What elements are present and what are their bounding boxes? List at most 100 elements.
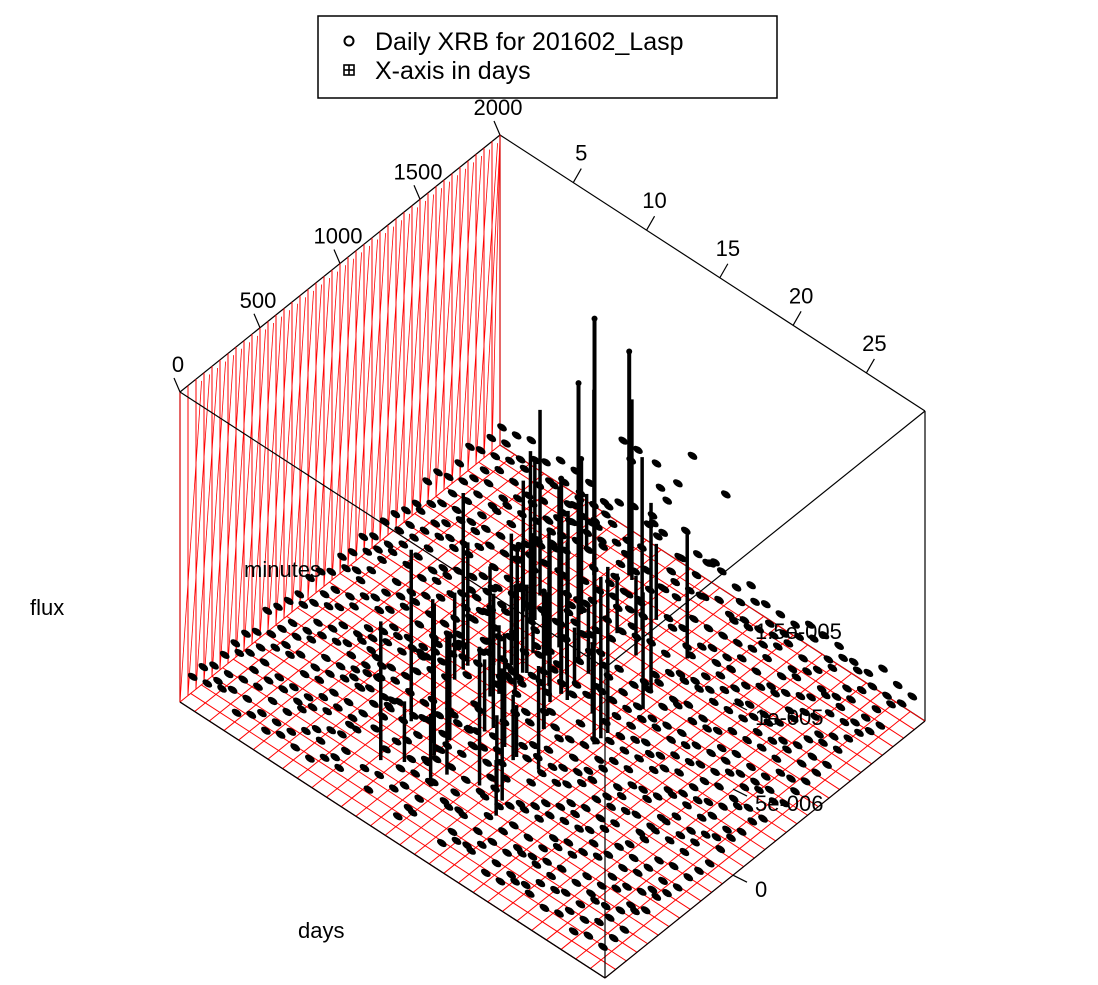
data-point (453, 566, 463, 575)
data-point (550, 723, 560, 732)
data-point (686, 826, 696, 835)
data-point (724, 768, 735, 777)
data-point (273, 602, 283, 611)
data-point (480, 868, 491, 878)
data-point (735, 597, 746, 607)
data-point (535, 878, 546, 888)
data-point (710, 767, 720, 777)
data-point (819, 631, 830, 640)
data-point (664, 668, 675, 678)
data-point (618, 863, 628, 873)
y-tick-label: 1500 (394, 159, 443, 184)
data-point (572, 767, 583, 777)
data-point (468, 742, 479, 751)
data-point (358, 532, 369, 542)
data-point (305, 754, 315, 763)
wall-hatch-line (387, 213, 410, 535)
data-point (462, 671, 473, 680)
data-point (598, 542, 609, 551)
data-point (640, 906, 651, 915)
data-point (578, 847, 588, 857)
data-point (501, 439, 511, 448)
data-point (471, 593, 482, 602)
data-point (820, 691, 831, 700)
data-point (531, 860, 542, 869)
data-point (854, 728, 864, 737)
wall-hatch-line (355, 239, 378, 561)
wall-hatch-line (491, 141, 501, 452)
x-tick-mark (719, 263, 729, 279)
data-point (435, 593, 446, 602)
data-point (526, 436, 537, 445)
data-point (774, 718, 784, 727)
data-point (302, 626, 313, 635)
wall-hatch-line (187, 374, 210, 696)
data-point (746, 762, 756, 772)
wall-hatch-line (243, 329, 266, 651)
data-point (662, 496, 673, 505)
data-point (571, 878, 582, 887)
wall-hatch-line (411, 194, 434, 516)
wall-hatch-line (251, 323, 274, 645)
data-point (331, 637, 342, 646)
data-point (760, 772, 771, 781)
data-point (667, 623, 678, 632)
data-point (370, 593, 381, 602)
data-point (875, 721, 886, 730)
data-point (491, 859, 502, 868)
data-point (568, 927, 579, 936)
data-point (307, 703, 318, 712)
data-point (568, 753, 579, 762)
data-point (759, 710, 770, 719)
data-point (616, 791, 627, 801)
data-point (430, 519, 441, 528)
data-point (395, 592, 406, 601)
data-point (409, 533, 419, 542)
data-point (597, 536, 607, 545)
data-point (539, 903, 550, 913)
data-point (835, 702, 846, 712)
data-point (347, 548, 358, 557)
data-point (407, 808, 418, 817)
data-point (614, 842, 624, 851)
data-point (871, 705, 882, 714)
floor-grid-line (414, 513, 840, 790)
data-point (398, 540, 409, 549)
data-point (604, 736, 615, 746)
data-point (723, 705, 734, 715)
data-point (636, 714, 647, 724)
data-point (575, 719, 586, 728)
data-point (263, 676, 274, 685)
data-point (544, 811, 555, 820)
data-point (692, 796, 703, 805)
data-point (410, 769, 421, 778)
data-point (470, 526, 481, 536)
data-point (443, 802, 454, 811)
data-point (782, 745, 792, 754)
data-point (619, 746, 630, 755)
data-point (460, 775, 471, 784)
data-point (466, 517, 477, 527)
data-point (736, 654, 747, 663)
data-point (390, 676, 401, 685)
wall-hatch-line (323, 265, 346, 587)
data-point (675, 669, 686, 679)
data-point (703, 624, 714, 633)
data-point (474, 542, 485, 552)
y-tick-mark (253, 313, 261, 328)
data-point (846, 695, 856, 704)
wall-hatch-line (435, 175, 458, 497)
data-point (342, 639, 353, 648)
data-point (395, 764, 406, 773)
wall-hatch-line (459, 155, 482, 478)
data-point (643, 863, 654, 872)
z-tick-label: 5e-006 (755, 791, 824, 816)
data-point (397, 647, 407, 656)
data-point (465, 442, 475, 451)
data-point (519, 805, 530, 814)
floor-grid-line (222, 667, 648, 945)
floor-grid-line (307, 598, 734, 876)
data-point (756, 743, 767, 752)
data-point (414, 620, 425, 629)
data-point (770, 689, 780, 698)
